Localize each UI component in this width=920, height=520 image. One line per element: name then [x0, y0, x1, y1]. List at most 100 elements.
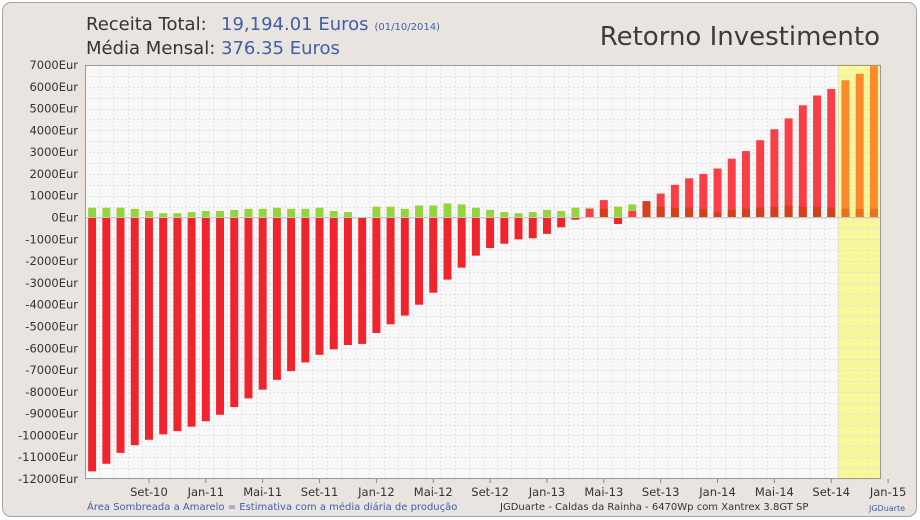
cumulative-bar [656, 193, 665, 218]
y-tick-label: -4000Eur [25, 298, 78, 312]
y-tick-label: -10000Eur [18, 428, 78, 442]
cumulative-bar [699, 173, 708, 218]
y-tick-label: -11000Eur [18, 450, 78, 464]
monthly-bar [756, 207, 765, 218]
monthly-bar [372, 206, 381, 218]
cumulative-bar [813, 95, 822, 218]
monthly-bar [201, 210, 210, 218]
cumulative-bar [486, 217, 495, 249]
x-tick-label: Mai-11 [243, 485, 282, 499]
cumulative-bar [372, 217, 381, 334]
cumulative-bar [116, 217, 125, 453]
monthly-bar [386, 206, 395, 218]
monthly-bar [869, 208, 878, 218]
cumulative-bar [301, 217, 310, 363]
x-tick-label: Jan-13 [528, 485, 566, 499]
cumulative-bar [159, 217, 168, 435]
cumulative-bar [258, 217, 267, 390]
monthly-bar [784, 205, 793, 218]
cumulative-bar [201, 217, 210, 422]
monthly-bar [457, 204, 466, 218]
x-tick-label: Jan-12 [357, 485, 395, 499]
return-chart: 7000Eur 6000Eur 5000Eur 4000Eur 3000Eur 2000E… [18, 58, 907, 499]
cumulative-bar [386, 217, 395, 325]
y-tick-label: 1000Eur [29, 189, 78, 203]
cumulative-bar [443, 217, 452, 280]
monthly-bar [230, 209, 239, 218]
monthly-bar [770, 206, 779, 218]
monthly-bar [656, 206, 665, 218]
cumulative-bar [144, 217, 153, 440]
monthly-bar [429, 205, 438, 218]
x-tick-label: Set-13 [642, 485, 680, 499]
monthly-bar [258, 208, 267, 218]
cumulative-bar [528, 217, 537, 239]
credit-link[interactable]: JGDuarte [869, 504, 906, 513]
receita-total-date: (01/10/2014) [374, 22, 440, 33]
monthly-bar [685, 207, 694, 218]
chart-title: Retorno Investimento [599, 22, 880, 52]
x-tick-label: Set-10 [130, 485, 168, 499]
cumulative-bar [287, 217, 296, 372]
cumulative-bar [798, 105, 807, 218]
monthly-bar [614, 206, 623, 218]
monthly-bar [741, 208, 750, 218]
monthly-bar [244, 208, 253, 218]
x-tick-label: Jan-11 [187, 485, 225, 499]
monthly-bar [287, 208, 296, 218]
cumulative-bar [187, 217, 196, 427]
monthly-bar [216, 210, 225, 218]
monthly-bar [329, 210, 338, 218]
y-tick-label: -1000Eur [25, 232, 78, 246]
monthly-bar [187, 212, 196, 218]
y-tick-label: 7000Eur [29, 58, 78, 72]
x-tick-label: Set-12 [471, 485, 509, 499]
cumulative-bar [557, 217, 566, 228]
cumulative-bar [841, 80, 850, 218]
cumulative-bar [400, 217, 409, 316]
y-tick-label: -12000Eur [18, 472, 78, 486]
cumulative-bar [685, 178, 694, 218]
x-tick-label: Set-14 [812, 485, 850, 499]
monthly-bar [699, 208, 708, 218]
y-tick-label: 5000Eur [29, 102, 78, 116]
monthly-bar [343, 212, 352, 218]
cumulative-bar [272, 217, 281, 380]
cumulative-bar [727, 158, 736, 218]
cumulative-bar [244, 217, 253, 399]
cumulative-bar [415, 217, 424, 305]
media-mensal-label: Média Mensal: [86, 38, 216, 59]
monthly-bar [173, 213, 182, 218]
plot-frame [85, 65, 881, 479]
monthly-bar [642, 201, 651, 218]
cumulative-bar [343, 217, 352, 345]
y-tick-label: 0Eur [51, 211, 78, 225]
cumulative-bar [102, 217, 111, 464]
monthly-bar [315, 207, 324, 218]
y-tick-label: -9000Eur [25, 407, 78, 421]
cumulative-bar [457, 217, 466, 268]
cumulative-bar [514, 217, 523, 240]
x-tick-label: Jan-15 [869, 485, 907, 499]
cumulative-bar [130, 217, 139, 446]
cumulative-bar [827, 88, 836, 218]
media-mensal-value: 376.35 Euros [221, 38, 340, 59]
x-tick-label: Jan-14 [698, 485, 736, 499]
cumulative-bar [429, 217, 438, 293]
cumulative-bar [173, 217, 182, 432]
cumulative-bar [571, 217, 580, 220]
y-tick-label: 2000Eur [29, 167, 78, 181]
monthly-bar [599, 208, 608, 218]
monthly-bar [542, 209, 551, 218]
monthly-bar [144, 210, 153, 218]
monthly-bar [301, 208, 310, 218]
monthly-bar [855, 208, 864, 218]
cumulative-bar [88, 217, 97, 472]
monthly-bar [486, 209, 495, 218]
monthly-bar [443, 203, 452, 218]
monthly-bar [415, 205, 424, 218]
x-tick-label: Set-11 [301, 485, 339, 499]
receita-total-value: 19,194.01 Euros (01/10/2014) [221, 14, 440, 35]
cumulative-bar [329, 217, 338, 350]
cumulative-bar [230, 217, 239, 408]
